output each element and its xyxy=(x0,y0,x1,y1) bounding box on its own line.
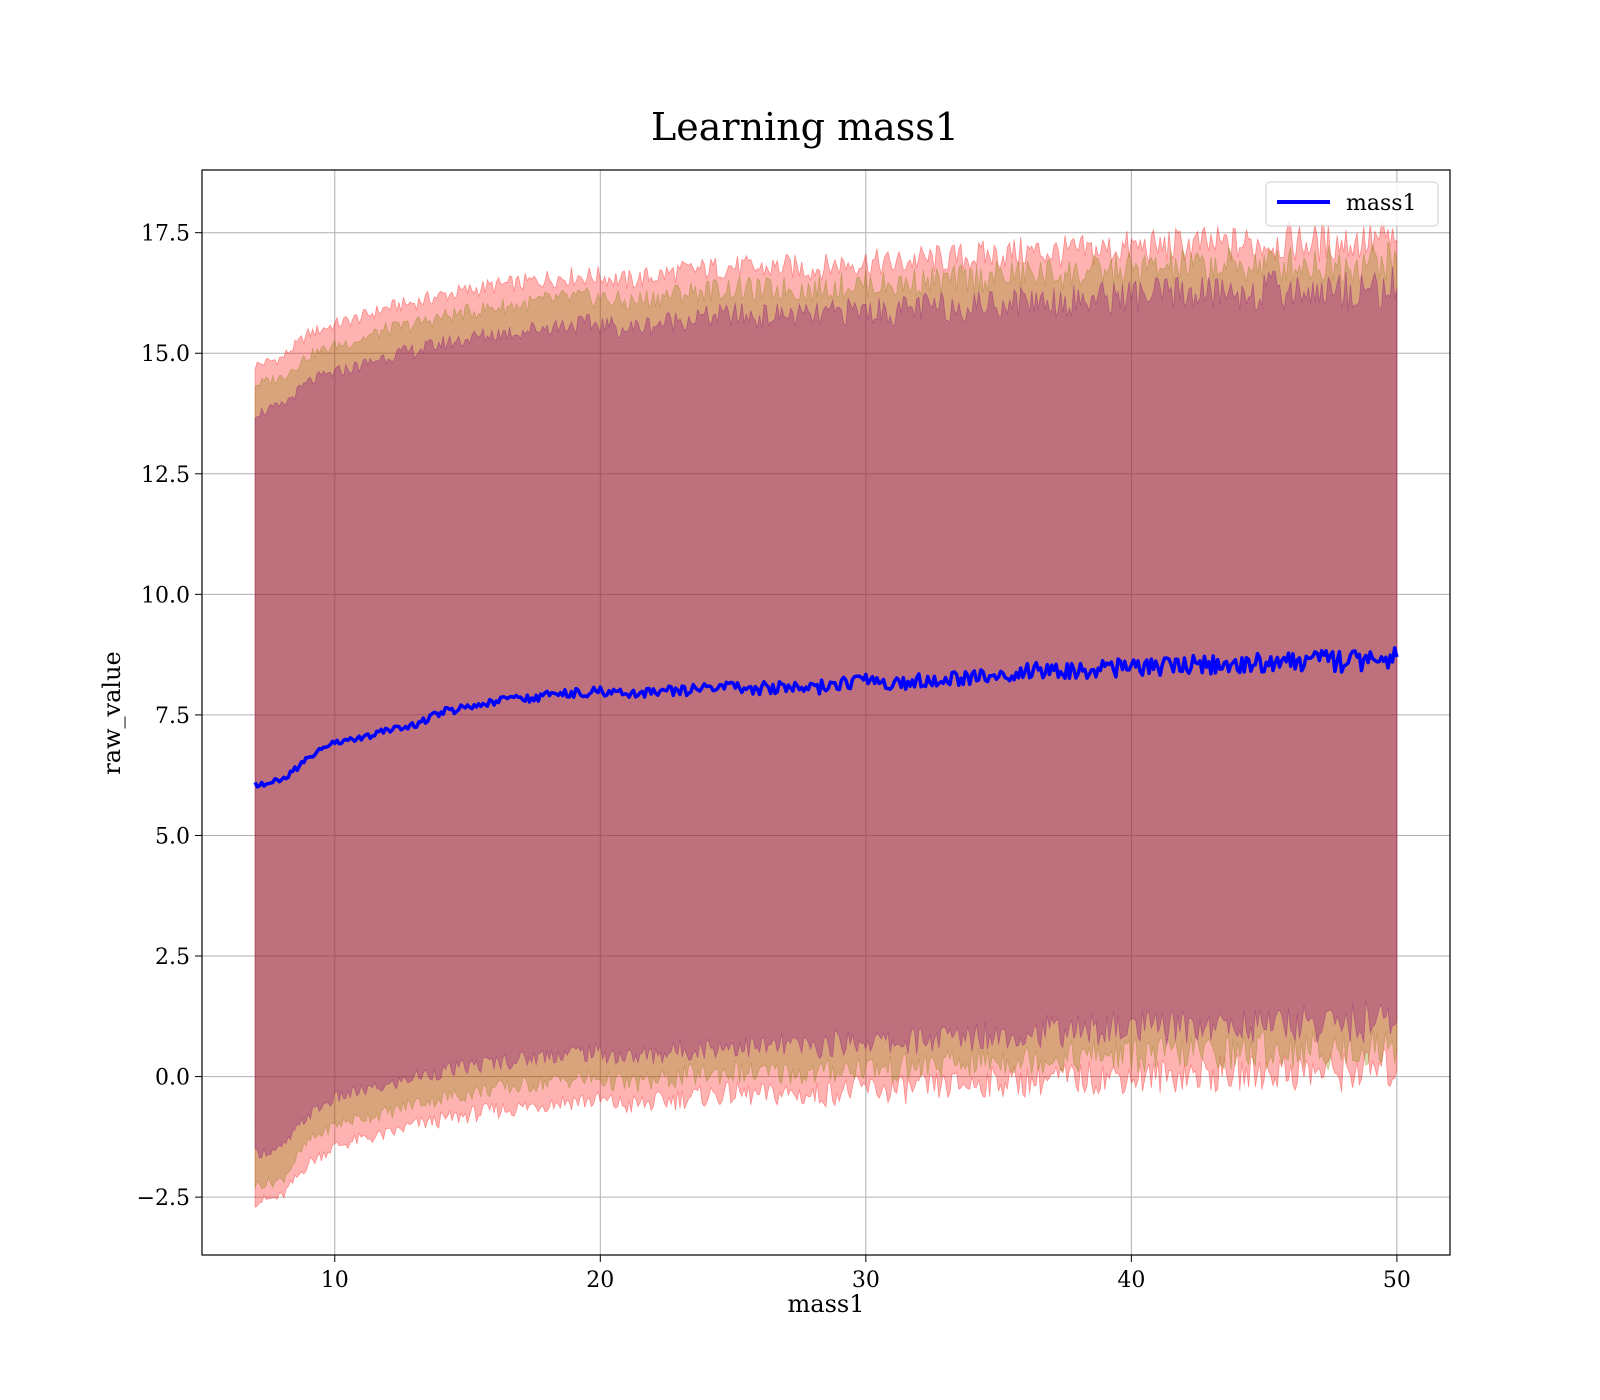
y-tick-label: 12.5 xyxy=(141,463,190,488)
y-tick-label: 15.0 xyxy=(141,342,190,367)
y-tick-label: 7.5 xyxy=(155,704,190,729)
x-tick-label: 40 xyxy=(1117,1268,1145,1293)
confidence-band-1 xyxy=(254,221,1398,1208)
chart-title: Learning mass1 xyxy=(651,105,959,149)
confidence-band-2 xyxy=(254,241,1398,1190)
y-tick-label: 2.5 xyxy=(155,945,190,970)
y-tick-label: 0.0 xyxy=(155,1066,190,1091)
x-axis-label: mass1 xyxy=(788,1290,865,1318)
x-tick-label: 50 xyxy=(1383,1268,1411,1293)
y-tick-label: 5.0 xyxy=(155,824,190,849)
y-tick-label: −2.5 xyxy=(137,1186,190,1211)
legend-label: mass1 xyxy=(1346,191,1417,216)
x-tick-label: 10 xyxy=(321,1268,349,1293)
y-tick-label: 10.0 xyxy=(141,583,190,608)
x-tick-label: 20 xyxy=(586,1268,614,1293)
y-tick-label: 17.5 xyxy=(141,222,190,247)
x-axis-ticks: 10 20 30 40 50 xyxy=(321,1255,1411,1293)
legend: mass1 xyxy=(1265,181,1439,227)
y-axis-label: raw_value xyxy=(98,651,126,775)
plot-frame xyxy=(201,169,1451,1256)
series-line-mass1 xyxy=(253,646,1399,789)
band-layer xyxy=(254,221,1398,1208)
x-tick-label: 30 xyxy=(852,1268,880,1293)
confidence-band-3 xyxy=(254,266,1398,1159)
grid-layer xyxy=(202,170,1450,1255)
legend-box xyxy=(1265,181,1439,227)
line-layer xyxy=(253,646,1399,789)
y-axis-ticks: −2.5 0.0 2.5 5.0 7.5 10.0 12.5 15.0 17.5 xyxy=(137,222,202,1211)
